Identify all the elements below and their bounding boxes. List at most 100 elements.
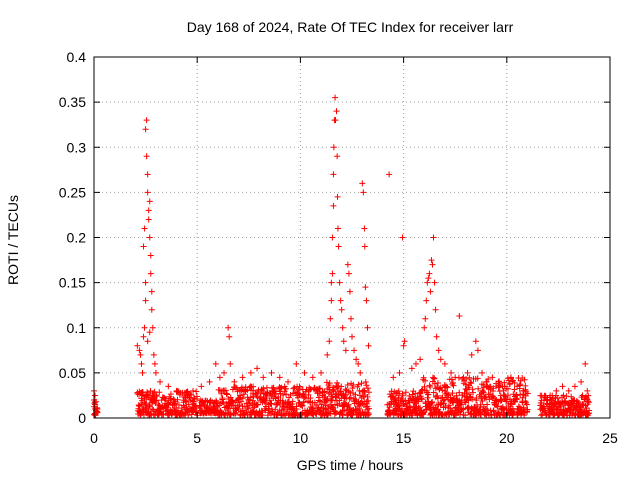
data-point: [432, 306, 439, 313]
data-point: [277, 390, 284, 397]
data-point: [149, 406, 156, 413]
data-point: [350, 381, 357, 388]
data-point: [568, 393, 575, 400]
data-point: [429, 261, 436, 268]
data-point: [326, 338, 333, 345]
data-point: [578, 378, 585, 385]
y-tick-label: 0.05: [59, 365, 86, 381]
data-point: [452, 374, 459, 381]
data-point: [239, 395, 246, 402]
data-point: [404, 411, 411, 418]
data-point: [423, 297, 430, 304]
data-point: [165, 383, 172, 390]
data-point: [418, 396, 425, 403]
data-point: [390, 374, 397, 381]
data-point: [285, 394, 292, 401]
data-point: [479, 369, 486, 376]
data-point: [502, 393, 509, 400]
data-point: [330, 144, 337, 151]
data-point: [480, 388, 487, 395]
x-tick-label: 15: [396, 430, 412, 446]
data-point: [145, 216, 152, 223]
data-point: [138, 360, 145, 367]
data-point: [511, 379, 518, 386]
data-point: [193, 393, 200, 400]
data-point: [285, 378, 292, 385]
data-point: [299, 403, 306, 410]
data-point: [437, 401, 444, 408]
data-point: [400, 342, 407, 349]
data-point: [489, 374, 496, 381]
data-point: [322, 406, 329, 413]
data-point: [434, 395, 441, 402]
data-point: [505, 392, 512, 399]
data-point: [422, 315, 429, 322]
y-tick-label: 0.2: [67, 230, 87, 246]
data-point: [468, 380, 475, 387]
data-point: [330, 386, 337, 393]
data-point: [167, 391, 174, 398]
data-point: [435, 347, 442, 354]
data-point: [522, 382, 529, 389]
data-point: [332, 394, 339, 401]
data-point: [349, 333, 355, 340]
data-point: [328, 279, 335, 286]
data-point: [363, 382, 370, 389]
data-point: [152, 369, 159, 376]
data-point: [351, 347, 358, 354]
data-point: [260, 374, 267, 381]
data-point: [180, 393, 187, 400]
data-point: [400, 401, 407, 408]
data-point: [262, 407, 269, 414]
data-point: [333, 108, 340, 115]
data-point: [190, 387, 197, 394]
y-tick-label: 0.35: [59, 94, 86, 110]
data-point: [364, 324, 371, 331]
data-point: [511, 386, 518, 393]
data-point: [484, 406, 491, 413]
data-point: [140, 243, 147, 250]
data-point: [278, 384, 285, 391]
data-point: [283, 391, 290, 398]
data-point: [293, 406, 300, 413]
data-points-layer: [91, 94, 593, 419]
data-point: [565, 387, 572, 394]
data-point: [317, 385, 324, 392]
data-point: [198, 383, 205, 390]
data-point: [324, 351, 331, 358]
data-point: [254, 401, 261, 408]
data-point: [482, 393, 489, 400]
data-point: [448, 369, 455, 376]
data-point: [409, 391, 416, 398]
data-point: [441, 360, 448, 367]
data-point: [521, 376, 528, 383]
data-point: [434, 392, 441, 399]
x-tick-label: 10: [293, 430, 309, 446]
data-point: [497, 398, 504, 405]
data-point: [334, 153, 341, 160]
data-point: [396, 369, 403, 376]
data-point: [254, 365, 261, 372]
x-tick-label: 5: [193, 430, 201, 446]
data-point: [562, 398, 569, 405]
data-point: [204, 403, 211, 410]
data-point: [361, 243, 368, 250]
data-point: [542, 392, 549, 399]
data-point: [330, 404, 337, 411]
data-point: [280, 406, 287, 413]
data-point: [501, 383, 508, 390]
data-point: [426, 270, 433, 277]
data-point: [260, 385, 267, 392]
data-point: [236, 402, 243, 409]
data-point: [156, 389, 163, 396]
data-point: [327, 410, 334, 417]
data-point: [157, 378, 164, 385]
data-point: [147, 252, 154, 259]
data-point: [401, 338, 408, 345]
data-point: [469, 389, 476, 396]
data-point: [181, 389, 188, 396]
data-point: [160, 411, 167, 418]
data-point: [260, 396, 267, 403]
data-point: [356, 405, 363, 412]
